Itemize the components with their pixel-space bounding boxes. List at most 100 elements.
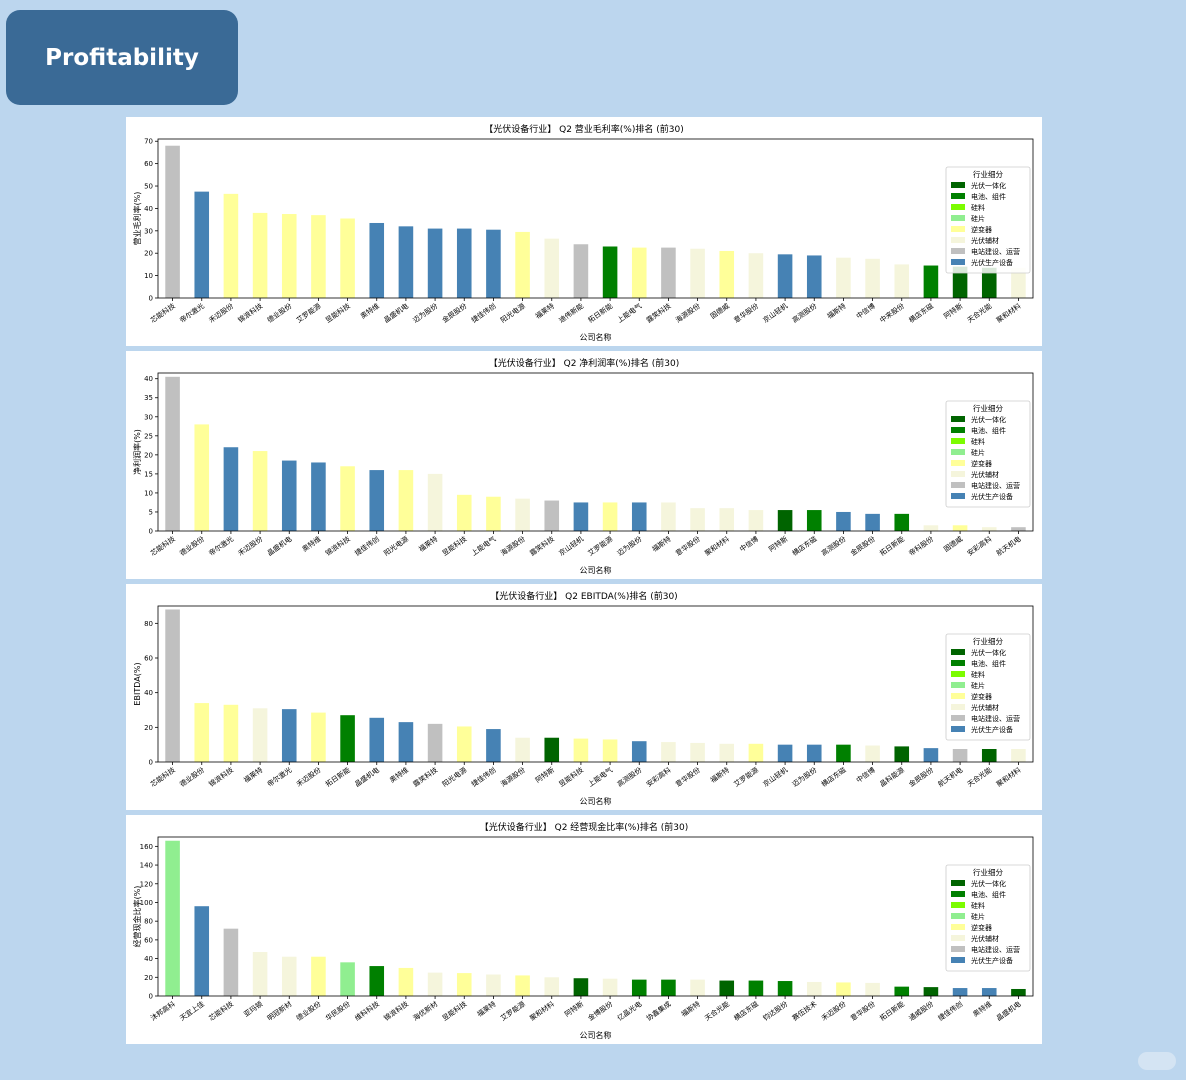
x-tick-label: 艾罗能源 bbox=[586, 534, 614, 557]
legend-label: 电池、组件 bbox=[971, 659, 1006, 668]
legend-swatch bbox=[951, 671, 965, 677]
bar bbox=[398, 470, 414, 531]
bar bbox=[661, 502, 676, 531]
x-axis-label: 公司名称 bbox=[580, 565, 612, 575]
bar bbox=[1011, 988, 1026, 996]
x-tick-label: 阿特斯 bbox=[563, 999, 585, 1018]
legend-label: 电站建设、运营 bbox=[971, 714, 1020, 723]
x-tick-label: 迪伟新能 bbox=[557, 301, 585, 324]
y-tick-label: 0 bbox=[149, 993, 153, 1001]
chart-panel-ebitda: 【光伏设备行业】 Q2 EBITDA(%)排名 (前30) EBITDA(%) 公司… bbox=[126, 584, 1042, 810]
x-tick-label: 天合光能 bbox=[703, 999, 731, 1022]
bar bbox=[573, 502, 589, 531]
bar bbox=[544, 238, 560, 298]
x-tick-label: 航天机电 bbox=[994, 534, 1022, 557]
chart-ebitda: 【光伏设备行业】 Q2 EBITDA(%)排名 (前30) EBITDA(%) 公司… bbox=[133, 590, 1034, 806]
x-tick-label: 帝尔激光 bbox=[265, 765, 293, 788]
y-tick-label: 15 bbox=[144, 470, 153, 478]
bar bbox=[690, 742, 705, 762]
x-tick-label: 中来股份 bbox=[878, 301, 906, 324]
x-tick-label: 帝尔激光 bbox=[207, 534, 235, 557]
legend-label: 光伏生产设备 bbox=[971, 956, 1013, 965]
bar bbox=[777, 744, 793, 762]
x-tick-label: 横店东磁 bbox=[819, 765, 847, 788]
legend-label: 硅片 bbox=[971, 214, 985, 223]
bar bbox=[340, 466, 355, 531]
bar bbox=[631, 741, 647, 762]
bar bbox=[806, 510, 822, 531]
legend-swatch bbox=[951, 204, 965, 210]
x-tick-label: 安彩高科 bbox=[644, 765, 672, 788]
legend-label: 电池、组件 bbox=[971, 890, 1006, 899]
bar bbox=[865, 513, 880, 531]
y-axis-label: 净利润率(%) bbox=[132, 429, 142, 475]
y-tick-label: 70 bbox=[144, 138, 153, 146]
bar bbox=[515, 231, 530, 298]
y-tick-label: 40 bbox=[144, 689, 153, 697]
bar bbox=[456, 494, 472, 531]
x-tick-label: 金辰股份 bbox=[907, 765, 935, 788]
bar bbox=[165, 376, 180, 531]
bar bbox=[748, 743, 764, 762]
x-tick-label: 昱能科技 bbox=[557, 765, 585, 788]
x-tick-label: 晶盛机电 bbox=[994, 999, 1022, 1022]
x-tick-label: 福莱特 bbox=[417, 534, 439, 553]
legend-swatch bbox=[951, 682, 965, 688]
x-tick-label: 拓日新能 bbox=[878, 534, 906, 557]
bar bbox=[836, 511, 851, 531]
x-tick-label: 阳光电源 bbox=[440, 765, 468, 788]
x-tick-label: 维科科技 bbox=[353, 999, 381, 1022]
y-tick-label: 35 bbox=[144, 394, 153, 402]
x-tick-label: 聚和材料 bbox=[528, 999, 556, 1022]
bar bbox=[398, 967, 414, 996]
bar bbox=[311, 215, 326, 298]
legend-label: 光伏生产设备 bbox=[971, 258, 1013, 267]
bar bbox=[952, 988, 968, 996]
x-tick-label: 聚和材料 bbox=[994, 765, 1022, 788]
legend-swatch bbox=[951, 215, 965, 221]
x-tick-label: 意华股份 bbox=[849, 999, 877, 1022]
y-tick-label: 160 bbox=[140, 843, 153, 851]
x-tick-label: 昱能科技 bbox=[440, 534, 468, 557]
bar bbox=[398, 722, 414, 762]
legend-label: 光伏一体化 bbox=[971, 879, 1006, 888]
x-tick-label: 福斯特 bbox=[825, 301, 847, 320]
x-tick-label: 阿特斯 bbox=[942, 301, 964, 320]
x-tick-label: 艾罗能源 bbox=[499, 999, 527, 1022]
bar bbox=[427, 228, 443, 298]
bar bbox=[602, 739, 618, 762]
x-tick-label: 横店东磁 bbox=[732, 999, 760, 1022]
bar bbox=[865, 258, 880, 298]
bar bbox=[456, 228, 472, 298]
legend-label: 电池、组件 bbox=[971, 426, 1006, 435]
x-tick-label: 晶盛机电 bbox=[382, 301, 410, 324]
x-tick-label: 帝尔激光 bbox=[178, 301, 206, 324]
x-tick-label: 德业股份 bbox=[178, 534, 206, 557]
legend-label: 硅料 bbox=[971, 203, 985, 212]
legend-label: 电池、组件 bbox=[971, 192, 1006, 201]
bar bbox=[223, 193, 239, 298]
bar bbox=[194, 424, 210, 531]
legend-swatch bbox=[951, 193, 965, 199]
x-axis-label: 公司名称 bbox=[580, 796, 612, 806]
x-tick-label: 芯能科技 bbox=[149, 765, 177, 788]
y-axis-label: EBITDA(%) bbox=[133, 662, 142, 705]
y-tick-label: 120 bbox=[140, 880, 153, 888]
x-tick-label: 华民股份 bbox=[324, 999, 352, 1022]
bar bbox=[398, 226, 414, 298]
bar bbox=[252, 451, 268, 531]
x-tick-label: 迈为股份 bbox=[790, 765, 818, 788]
legend-swatch bbox=[951, 715, 965, 721]
chart-panel-cash-ratio: 【光伏设备行业】 Q2 经营现金比率(%)排名 (前30) 经营现金比率(%) 公司… bbox=[126, 815, 1042, 1044]
legend-label: 电站建设、运营 bbox=[971, 945, 1020, 954]
x-tick-label: 昱能科技 bbox=[440, 999, 468, 1022]
x-tick-label: 安彩高科 bbox=[965, 534, 993, 557]
bar bbox=[427, 473, 443, 531]
legend-swatch bbox=[951, 660, 965, 666]
y-tick-label: 10 bbox=[144, 489, 153, 497]
legend-swatch bbox=[951, 237, 965, 243]
y-tick-label: 10 bbox=[144, 272, 153, 280]
x-tick-label: 奥特维 bbox=[971, 999, 993, 1018]
bar bbox=[340, 218, 355, 298]
bar bbox=[252, 212, 268, 298]
